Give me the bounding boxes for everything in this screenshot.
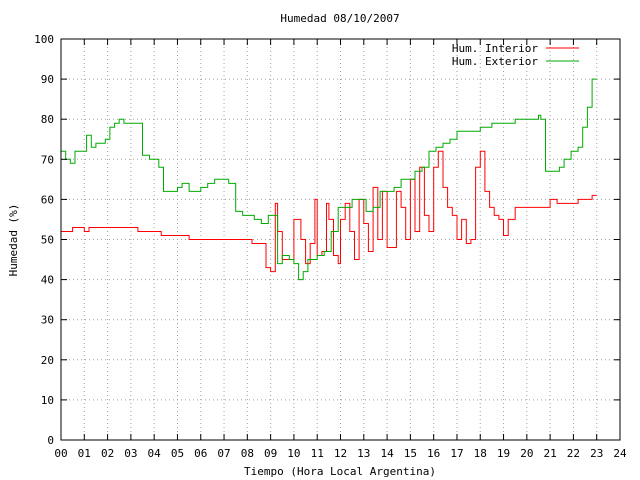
x-tick-label: 06 [194,447,207,460]
tick-labels: 00 01 02 03 04 05 06 07 08 09 10 11 12 13 14 15 16 17 18 19… [34,33,627,460]
x-tick-label: 11 [311,447,324,460]
x-tick-label: 20 [520,447,533,460]
y-tick-label: 40 [41,274,54,287]
x-tick-label: 01 [78,447,91,460]
x-tick-label: 24 [613,447,627,460]
y-tick-label: 90 [41,73,54,86]
x-tick-label: 22 [567,447,580,460]
x-tick-label: 00 [54,447,67,460]
x-tick-label: 13 [357,447,370,460]
x-tick-label: 23 [590,447,603,460]
y-tick-label: 10 [41,394,54,407]
series-lines [61,78,597,281]
x-axis-label: Tiempo (Hora Local Argentina) [244,465,436,478]
y-tick-label: 0 [47,434,54,447]
y-tick-label: 20 [41,354,54,367]
legend-label-interior: Hum. Interior [452,42,538,55]
axis-ticks [60,38,621,441]
x-tick-label: 15 [404,447,417,460]
y-tick-label: 80 [41,113,54,126]
y-tick-label: 60 [41,193,54,206]
x-tick-label: 12 [334,447,347,460]
x-tick-label: 09 [264,447,277,460]
y-tick-label: 50 [41,234,54,247]
x-tick-label: 21 [544,447,557,460]
x-tick-label: 14 [380,447,394,460]
x-tick-label: 07 [217,447,230,460]
x-tick-label: 04 [148,447,162,460]
x-tick-label: 19 [497,447,510,460]
x-tick-label: 02 [101,447,114,460]
y-tick-label: 100 [34,33,54,46]
y-tick-label: 70 [41,153,54,166]
x-tick-label: 16 [427,447,440,460]
x-tick-label: 05 [171,447,184,460]
y-tick-label: 30 [41,314,54,327]
y-axis-label: Humedad (%) [7,204,20,277]
x-tick-label: 10 [287,447,300,460]
x-tick-label: 18 [474,447,487,460]
legend-label-exterior: Hum. Exterior [452,55,538,68]
chart-title: Humedad 08/10/2007 [280,12,399,25]
x-tick-label: 17 [450,447,463,460]
x-tick-label: 03 [124,447,137,460]
series-line-exterior [61,78,597,281]
x-tick-label: 08 [241,447,254,460]
series-line-interior [61,150,597,273]
